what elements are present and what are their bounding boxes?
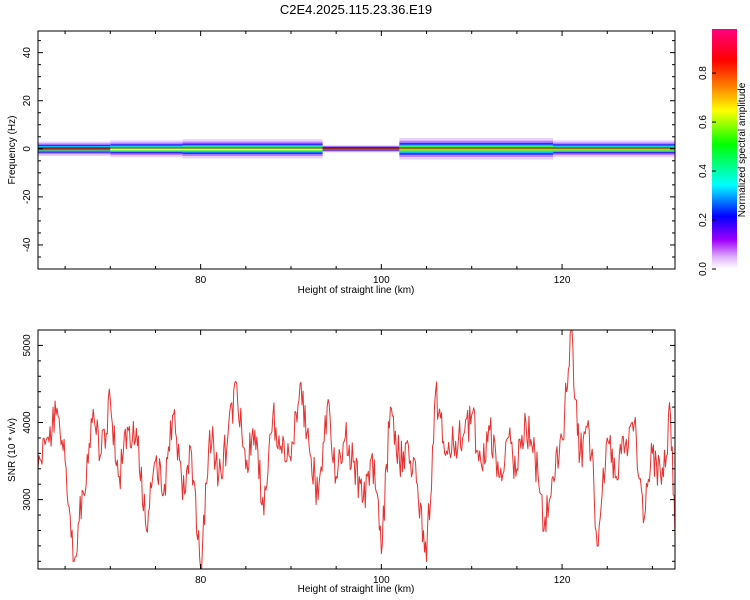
spectrogram-core-seg-4 — [399, 147, 554, 151]
spectrogram-core-seg-0 — [38, 147, 111, 151]
spectrogram-frame — [37, 30, 676, 270]
spec-y-tick-label-2: 0 — [22, 146, 33, 152]
chart-title: C2E4.2025.115.23.36.E19 — [280, 2, 432, 17]
spectrogram-x-axis-title: Height of straight line (km) — [298, 285, 415, 296]
colorbar-tick-label-2: 0.4 — [698, 164, 709, 178]
snr-series — [37, 329, 676, 570]
spectrogram-core-seg-5 — [553, 147, 675, 151]
spec-x-tick-label-1: 100 — [373, 275, 390, 286]
colorbar-tick-label-1: 0.2 — [698, 213, 709, 227]
snr-panel: 80 100 120 3000 4000 5000 Height of straight … — [7, 329, 676, 595]
colorbar-tick-label-3: 0.6 — [698, 115, 709, 129]
spectrogram-axes: 80 100 120 -40 -20 0 20 40 — [22, 31, 675, 286]
snr-plot-area — [38, 330, 675, 569]
spectrogram-heatmap — [38, 137, 675, 160]
snr-y-axis-title: SNR (10 * v/v) — [7, 418, 18, 482]
colorbar-gradient — [712, 29, 737, 269]
snr-x-tick-label-0: 80 — [195, 575, 207, 586]
spectrogram-core-seg-1 — [110, 147, 183, 151]
colorbar-title: Normalized spectral amplitude — [737, 82, 748, 217]
snr-frame — [37, 329, 676, 570]
spectrogram-panel: 80 100 120 -40 -20 0 20 40 Height of straight l… — [7, 30, 676, 296]
snr-series-line — [37, 329, 676, 570]
spectrogram-core-seg-3 — [322, 147, 400, 151]
snr-y-tick-label-1: 4000 — [22, 411, 33, 434]
spec-y-tick-label-3: 20 — [22, 95, 33, 107]
snr-x-tick-label-2: 120 — [554, 575, 571, 586]
spec-y-tick-label-0: -40 — [22, 237, 33, 252]
spec-y-tick-label-1: -20 — [22, 189, 33, 204]
snr-y-tick-label-2: 5000 — [22, 334, 33, 357]
spectrogram-y-axis-title: Frequency (Hz) — [7, 116, 18, 185]
snr-x-axis-title: Height of straight line (km) — [298, 584, 415, 595]
spectrogram-core-seg-2 — [182, 147, 323, 151]
spec-x-tick-label-0: 80 — [195, 275, 207, 286]
colorbar: 0.0 0.2 0.4 0.6 0.8 Normalized spectral ampl… — [698, 29, 748, 276]
colorbar-tick-label-4: 0.8 — [698, 66, 709, 80]
spec-y-tick-label-4: 40 — [22, 47, 33, 59]
colorbar-ticks: 0.0 0.2 0.4 0.6 0.8 — [698, 66, 716, 276]
snr-y-tick-label-0: 3000 — [22, 488, 33, 511]
snr-axes: 80 100 120 3000 4000 5000 — [22, 329, 675, 586]
spec-x-tick-label-2: 120 — [554, 275, 571, 286]
snr-x-tick-label-1: 100 — [373, 575, 390, 586]
colorbar-tick-label-0: 0.0 — [698, 262, 709, 276]
